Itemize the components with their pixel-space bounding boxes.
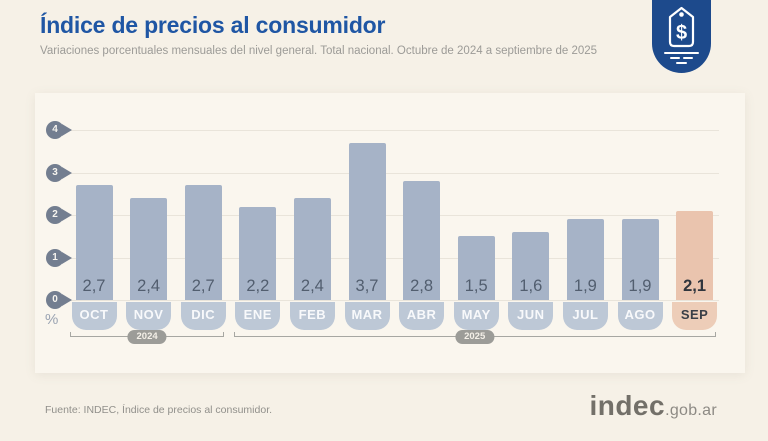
- indec-logo: indec .gob.ar: [589, 390, 717, 422]
- indec-logo-brand: indec: [589, 390, 666, 421]
- y-axis-tick-3: 3: [46, 163, 82, 182]
- bar-jul: [566, 219, 604, 300]
- y-axis-tick-value: 0: [46, 291, 64, 309]
- bar-value-jul: 1,9: [573, 277, 597, 295]
- gridline-3: [69, 172, 719, 174]
- price-tag-icon: $: [652, 0, 711, 73]
- gridline-2: [69, 215, 719, 216]
- bar-value-jun: 1,6: [519, 277, 543, 295]
- bar-value-sep: 2,1: [683, 277, 707, 295]
- y-axis-tick-point: [62, 251, 72, 264]
- bar-value-abr: 2,8: [410, 277, 434, 295]
- y-axis-tick-point: [62, 124, 72, 136]
- bar-value-nov: 2,4: [137, 277, 161, 295]
- y-axis-tick-value: 1: [46, 248, 64, 267]
- page-title: Índice de precios al consumidor: [40, 12, 386, 38]
- y-axis-tick-point: [62, 294, 72, 306]
- bar-feb: [293, 198, 331, 300]
- bar-value-feb: 2,4: [300, 277, 324, 295]
- y-axis-unit-label: %: [45, 311, 59, 328]
- month-label-abr: ABR: [399, 302, 445, 330]
- gridline-1: [69, 257, 719, 259]
- month-label-sep: SEP: [672, 302, 718, 330]
- y-axis-tick-value: 3: [46, 163, 64, 182]
- y-axis-tick-point: [62, 166, 72, 179]
- page-subtitle: Variaciones porcentuales mensuales del n…: [40, 45, 598, 57]
- month-label-may: MAY: [453, 302, 499, 330]
- bar-abr: [403, 181, 441, 300]
- y-axis-tick-value: 2: [46, 206, 64, 224]
- y-axis-tick-0: 0: [46, 291, 82, 309]
- month-label-mar: MAR: [344, 302, 390, 330]
- y-axis-tick-2: 2: [46, 206, 82, 224]
- y-axis-tick-1: 1: [46, 248, 82, 267]
- gridline-0: [69, 300, 719, 301]
- month-label-jul: JUL: [562, 302, 608, 330]
- source-note: Fuente: INDEC, Índice de precios al cons…: [45, 404, 273, 416]
- bar-value-oct: 2,7: [82, 277, 106, 295]
- bar-ene: [239, 206, 277, 300]
- month-label-feb: FEB: [289, 302, 335, 330]
- y-axis-tick-4: 4: [46, 121, 82, 139]
- month-label-ene: ENE: [235, 302, 281, 330]
- bar-value-dic: 2,7: [191, 277, 215, 295]
- y-axis-tick-value: 4: [46, 121, 64, 139]
- chart-panel: % 0 1 2 3 4 2,7 OCT 2,4 NOV 2,7 DIC 2,2 ENE 2,4 FEB 3,7…: [35, 93, 745, 373]
- indec-logo-suffix: .gob.ar: [665, 402, 717, 419]
- year-label-2025: 2025: [455, 330, 495, 344]
- month-label-oct: OCT: [71, 302, 117, 330]
- month-label-ago: AGO: [617, 302, 663, 330]
- bar-nov: [130, 198, 168, 300]
- month-label-nov: NOV: [126, 302, 172, 330]
- y-axis-tick-point: [62, 209, 72, 221]
- bar-jun: [512, 232, 550, 300]
- bar-may: [457, 236, 495, 300]
- bar-mar: [348, 142, 386, 300]
- bar-value-ene: 2,2: [246, 277, 270, 295]
- bar-oct: [75, 185, 113, 300]
- svg-text:$: $: [676, 22, 687, 44]
- month-label-jun: JUN: [508, 302, 554, 330]
- year-label-2024: 2024: [127, 330, 167, 344]
- bar-value-mar: 3,7: [355, 277, 379, 295]
- gridline-4: [69, 130, 719, 131]
- month-label-dic: DIC: [180, 302, 226, 330]
- bar-dic: [184, 185, 222, 300]
- bar-value-ago: 1,9: [628, 277, 652, 295]
- bar-value-may: 1,5: [464, 277, 488, 295]
- price-tag-glyph: $: [664, 6, 699, 64]
- bar-ago: [621, 219, 659, 300]
- bar-sep: [676, 210, 714, 300]
